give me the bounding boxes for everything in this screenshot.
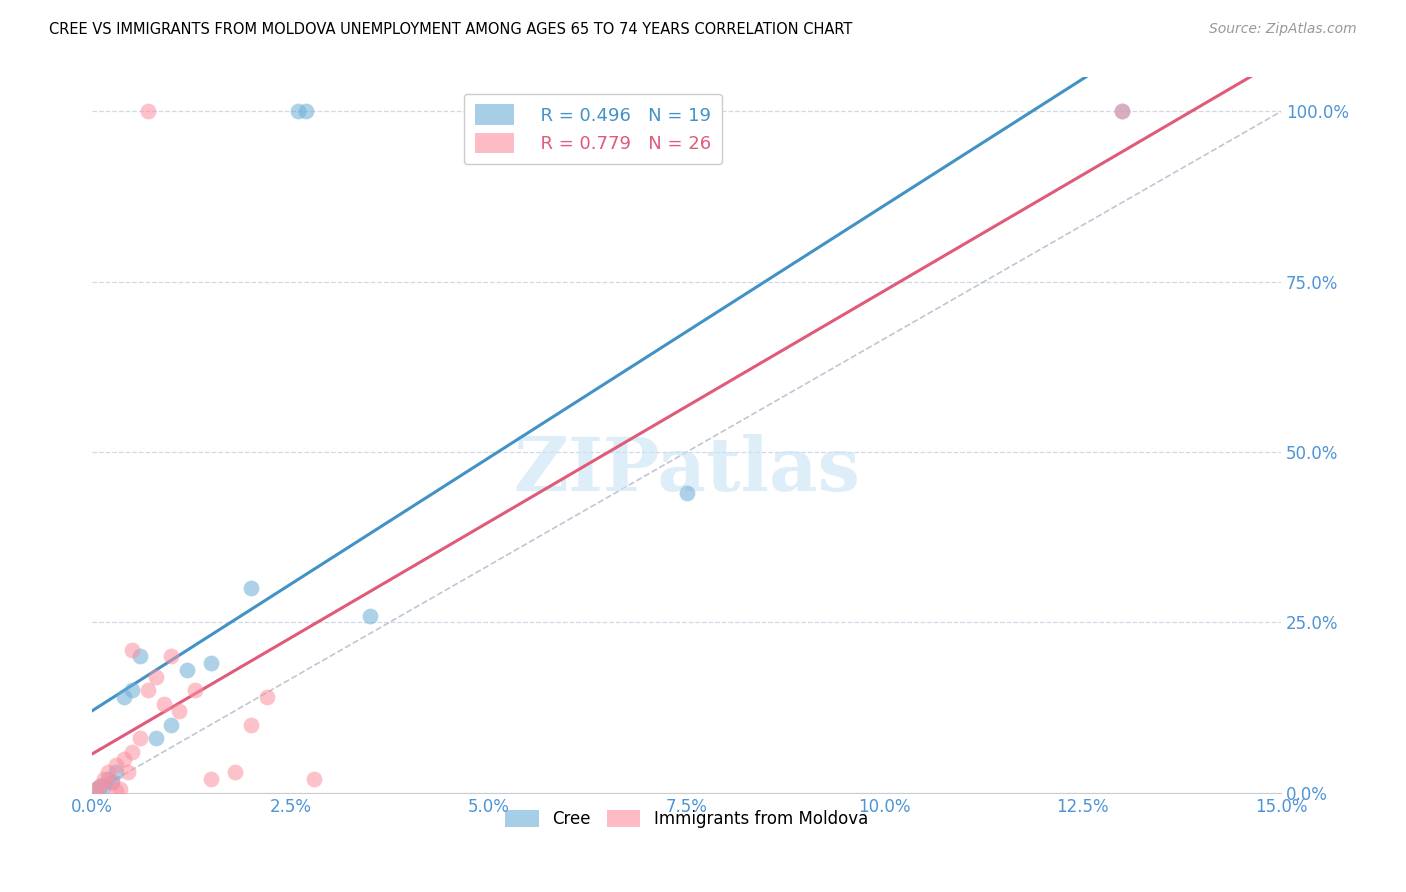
Point — [104, 765, 127, 780]
Point — [184, 683, 207, 698]
Point — [136, 104, 159, 119]
Point — [239, 717, 262, 731]
Point — [145, 731, 167, 746]
Point — [112, 690, 135, 705]
Point — [128, 649, 150, 664]
Point — [1111, 104, 1133, 119]
Point — [224, 765, 246, 780]
Point — [302, 772, 325, 786]
Point — [84, 782, 107, 797]
Point — [176, 663, 198, 677]
Point — [104, 783, 127, 797]
Point — [121, 683, 143, 698]
Point — [152, 697, 174, 711]
Point — [675, 486, 697, 500]
Text: ZIPatlas: ZIPatlas — [513, 434, 860, 508]
Point — [101, 775, 124, 789]
Point — [89, 779, 111, 793]
Point — [97, 765, 120, 780]
Point — [121, 642, 143, 657]
Point — [117, 765, 139, 780]
Text: CREE VS IMMIGRANTS FROM MOLDOVA UNEMPLOYMENT AMONG AGES 65 TO 74 YEARS CORRELATI: CREE VS IMMIGRANTS FROM MOLDOVA UNEMPLOY… — [49, 22, 852, 37]
Point — [145, 670, 167, 684]
Point — [112, 751, 135, 765]
Point — [136, 683, 159, 698]
Point — [93, 772, 115, 786]
Point — [89, 779, 111, 793]
Point — [1111, 104, 1133, 119]
Point — [108, 782, 131, 797]
Text: Source: ZipAtlas.com: Source: ZipAtlas.com — [1209, 22, 1357, 37]
Point — [200, 772, 222, 786]
Point — [128, 731, 150, 746]
Point — [93, 779, 115, 793]
Point — [121, 745, 143, 759]
Point — [256, 690, 278, 705]
Point — [295, 104, 318, 119]
Point — [239, 582, 262, 596]
Point — [84, 782, 107, 797]
Point — [200, 657, 222, 671]
Point — [359, 608, 381, 623]
Point — [169, 704, 191, 718]
Point — [287, 104, 309, 119]
Point — [104, 758, 127, 772]
Point — [101, 775, 124, 789]
Legend: Cree, Immigrants from Moldova: Cree, Immigrants from Moldova — [499, 803, 875, 834]
Point — [97, 772, 120, 786]
Point — [160, 717, 183, 731]
Point — [160, 649, 183, 664]
